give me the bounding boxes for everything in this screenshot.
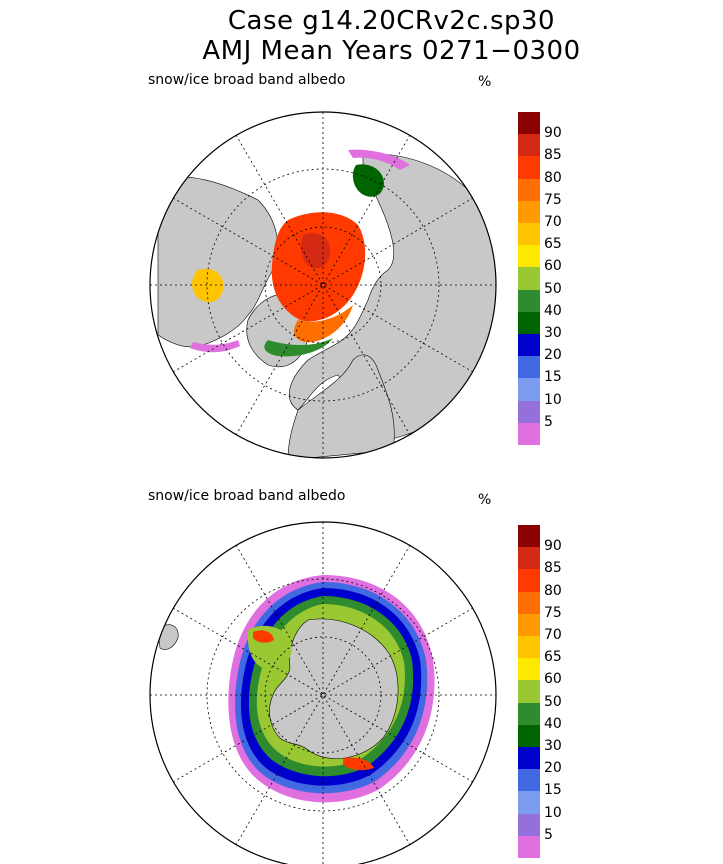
north-ice-barents [293,305,353,343]
south-colorbar-swatch [518,813,540,837]
south-panel-label: snow/ice broad band albedo [148,488,346,504]
north-colorbar-label: 15 [544,369,562,386]
south-colorbar-swatch [518,702,540,726]
north-colorbar-swatch [518,400,540,424]
north-colorbar-label: 50 [544,280,562,297]
south-colorbar: 90 85 80 75 70 65 60 50 40 30 20 15 10 5 [518,525,562,859]
south-colorbar-swatch [518,569,540,593]
south-colorbar-label: 85 [544,560,562,577]
north-ice-edge-green [264,338,333,357]
north-colorbar-label: 65 [544,236,562,253]
north-colorbar-swatch [518,378,540,402]
north-colorbar-label: 30 [544,325,562,341]
north-colorbar-label: 80 [544,169,562,186]
south-colorbar-swatch [518,769,540,792]
north-colorbar-swatch [518,112,540,135]
north-colorbar-swatch [518,156,540,180]
north-colorbar-label: 5 [544,413,553,430]
figure-title-period: AMJ Mean Years 0271−0300 [202,36,581,66]
north-colorbar-swatch [518,356,540,379]
north-colorbar: 90 85 80 75 70 65 60 50 40 30 20 15 10 5 [518,112,562,446]
south-panel-unit: % [478,492,492,508]
south-colorbar-swatch [518,835,540,859]
south-ice-weddell-red [253,630,274,643]
north-colorbar-swatch [518,178,540,202]
south-colorbar-label: 40 [544,715,562,732]
south-colorbar-label: 5 [544,826,553,843]
south-map-border [149,521,497,864]
north-ice-hudson [192,268,224,303]
south-colorbar-label: 65 [544,649,562,666]
north-colorbar-swatch [518,223,540,246]
north-colorbar-swatch [518,245,540,268]
north-colorbar-swatch [518,200,540,224]
north-colorbar-swatch [518,311,540,335]
north-panel-unit: % [478,74,492,90]
south-colorbar-label: 60 [544,671,562,688]
north-land-europe [287,354,395,458]
north-colorbar-swatch [518,422,540,446]
north-ice-okhotsk [352,164,384,197]
north-colorbar-label: 20 [544,347,562,364]
north-panel-label: snow/ice broad band albedo [148,72,346,88]
north-colorbar-label: 85 [544,147,562,164]
north-colorbar-label: 40 [544,302,562,319]
south-colorbar-swatch [518,591,540,615]
south-colorbar-swatch [518,636,540,659]
south-land-southamerica [157,624,179,650]
figure-title-case: Case g14.20CRv2c.sp30 [227,6,556,36]
south-colorbar-label: 50 [544,693,562,710]
south-colorbar-label: 90 [544,538,562,555]
south-colorbar-label: 75 [544,604,562,621]
north-colorbar-label: 70 [544,214,562,230]
south-colorbar-swatch [518,791,540,815]
south-colorbar-swatch [518,658,540,681]
south-ice-ross-red [343,757,374,771]
south-graticule [150,522,496,864]
south-colorbar-swatch [518,547,540,570]
south-polar-map [149,521,497,864]
south-colorbar-label: 80 [544,582,562,599]
north-colorbar-label: 60 [544,258,562,275]
north-graticule [150,112,496,458]
north-colorbar-swatch [518,134,540,157]
north-colorbar-swatch [518,289,540,313]
north-colorbar-label: 90 [544,125,562,142]
north-map-border [149,111,497,459]
north-ice-core [301,233,331,269]
north-polar-map [149,111,497,459]
south-colorbar-swatch [518,724,540,748]
south-colorbar-label: 70 [544,627,562,643]
north-ice-labrador-edge [190,340,240,353]
south-colorbar-swatch [518,747,540,770]
south-colorbar-swatch [518,680,540,704]
south-colorbar-swatch [518,525,540,548]
south-colorbar-label: 10 [544,804,562,821]
south-colorbar-swatch [518,613,540,637]
south-colorbar-label: 30 [544,738,562,754]
north-colorbar-swatch [518,267,540,291]
north-colorbar-label: 75 [544,191,562,208]
south-colorbar-label: 20 [544,760,562,777]
north-ice-bering-edge [348,149,410,170]
north-colorbar-swatch [518,334,540,357]
north-colorbar-label: 10 [544,391,562,408]
south-colorbar-label: 15 [544,782,562,799]
